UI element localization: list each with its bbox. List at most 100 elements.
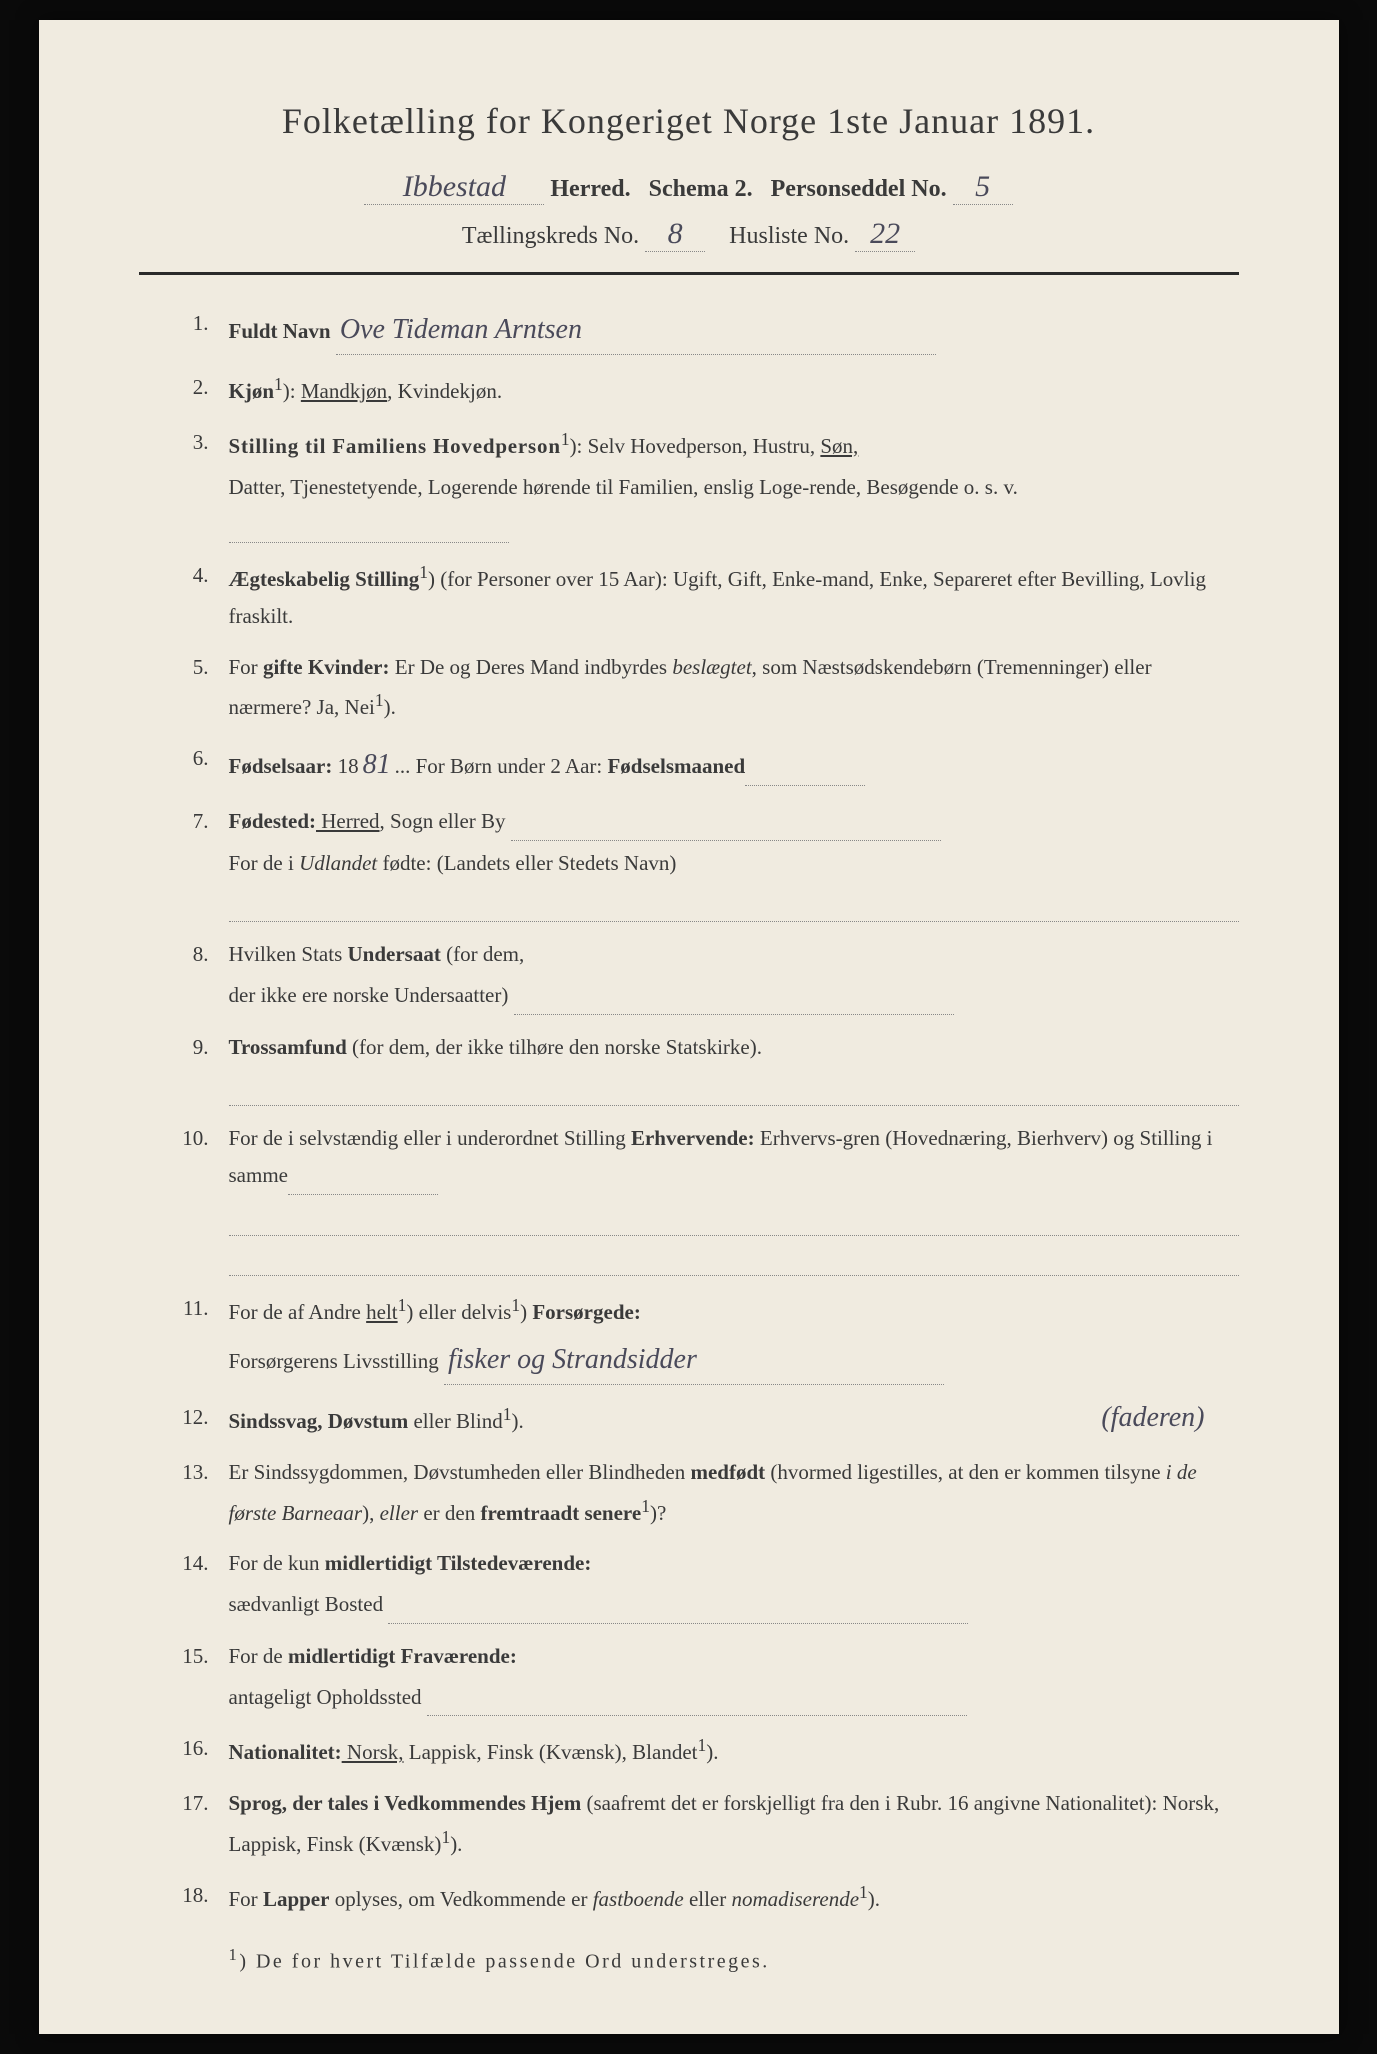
item-5: 5. For gifte Kvinder: Er De og Deres Man… — [169, 649, 1239, 727]
opt-helt: helt — [366, 1300, 398, 1324]
text: ) eller delvis — [406, 1300, 511, 1324]
label: Trossamfund — [229, 1035, 347, 1059]
text: , Sogn eller By — [380, 809, 506, 833]
text: (for dem, der ikke tilhøre den norske St… — [347, 1035, 762, 1059]
item-2: 2. Kjøn1): Mandkjøn, Kvindekjøn. — [169, 369, 1239, 410]
label: Undersaat — [348, 942, 441, 966]
text: ). — [868, 1887, 880, 1911]
text: )? — [650, 1501, 666, 1525]
text: For de kun — [229, 1551, 325, 1575]
sup: 1 — [859, 1882, 868, 1902]
label: Erhvervende: — [631, 1126, 755, 1150]
cont: antageligt Opholdssted — [229, 1679, 1239, 1717]
text: For de i — [229, 851, 300, 875]
em: nomadiserende — [732, 1887, 860, 1911]
personseddel-label: Personseddel No. — [771, 176, 947, 202]
text: For de i selvstændig eller i underordnet… — [229, 1126, 631, 1150]
item-num: 2. — [169, 369, 229, 410]
item-3: 3. Stilling til Familiens Hovedperson1):… — [169, 424, 1239, 543]
item-num: 13. — [169, 1454, 229, 1532]
opt-son: Søn, — [820, 434, 858, 458]
item-body: For gifte Kvinder: Er De og Deres Mand i… — [229, 649, 1239, 727]
herred-label: Herred. — [550, 176, 630, 202]
text: der ikke ere norske Undersaatter) — [229, 983, 509, 1007]
cont: Datter, Tjenestetyende, Logerende hørend… — [229, 469, 1239, 544]
item-body: Sprog, der tales i Vedkommendes Hjem (sa… — [229, 1785, 1239, 1863]
opt-mandkjon: Mandkjøn — [301, 379, 387, 403]
em: eller — [380, 1501, 418, 1525]
opt-kvindekjon: Kvindekjøn. — [398, 379, 502, 403]
label: Sprog, der tales i Vedkommendes Hjem — [229, 1791, 582, 1815]
opt-norsk: Norsk, — [342, 1740, 404, 1764]
sup: 1 — [419, 562, 428, 582]
livsstilling-value: fisker og Strandsidder — [444, 1344, 701, 1375]
item-num: 12. — [169, 1399, 229, 1440]
opt-herred: Herred — [316, 809, 380, 833]
footnote-text: ) De for hvert Tilfælde passende Ord und… — [239, 1951, 769, 1973]
item-num: 14. — [169, 1545, 229, 1624]
item-body: Trossamfund (for dem, der ikke tilhøre d… — [229, 1029, 1239, 1107]
text: Er Sindssygdommen, Døvstumheden eller Bl… — [229, 1460, 691, 1484]
item-12: 12. Sindssvag, Døvstum eller Blind1). (f… — [169, 1399, 1239, 1440]
item-num: 4. — [169, 557, 229, 635]
em: beslægtet — [672, 655, 751, 679]
text: For de — [229, 1644, 289, 1668]
item-num: 7. — [169, 803, 229, 922]
item-num: 18. — [169, 1877, 229, 1918]
item-body: For de af Andre helt1) eller delvis1) Fo… — [229, 1290, 1239, 1385]
text: For — [229, 1887, 263, 1911]
label2: Fødselsmaaned — [607, 754, 745, 778]
text: eller — [684, 1887, 732, 1911]
item-body: For de midlertidigt Fraværende: antageli… — [229, 1638, 1239, 1717]
item-17: 17. Sprog, der tales i Vedkommendes Hjem… — [169, 1785, 1239, 1863]
label: Fødselsaar: — [229, 754, 333, 778]
item-body: Hvilken Stats Undersaat (for dem, der ik… — [229, 936, 1239, 1015]
text: Forsørgerens Livsstilling — [229, 1349, 439, 1373]
husliste-value: 22 — [855, 217, 915, 252]
item-num: 11. — [169, 1290, 229, 1385]
item-num: 8. — [169, 936, 229, 1015]
label: Stilling til Familiens Hovedperson — [229, 434, 561, 458]
cont: Forsørgerens Livsstilling fisker og Stra… — [229, 1335, 1239, 1385]
footnote: 1) De for hvert Tilfælde passende Ord un… — [139, 1945, 1239, 1974]
schema-label: Schema 2. — [649, 176, 753, 202]
sup: 1 — [375, 690, 384, 710]
cont: der ikke ere norske Undersaatter) — [229, 977, 1239, 1015]
prefix: 18 — [332, 754, 358, 778]
item-num: 6. — [169, 740, 229, 789]
text: ). — [384, 695, 396, 719]
sup: 1 — [641, 1496, 650, 1516]
text: Lappisk, Finsk (Kvænsk), Blandet — [404, 1740, 698, 1764]
item-4: 4. Ægteskabelig Stilling1) (for Personer… — [169, 557, 1239, 635]
label: medfødt — [690, 1460, 765, 1484]
item-8: 8. Hvilken Stats Undersaat (for dem, der… — [169, 936, 1239, 1015]
item-16: 16. Nationalitet: Norsk, Lappisk, Finsk … — [169, 1730, 1239, 1771]
item-body: Nationalitet: Norsk, Lappisk, Finsk (Kvæ… — [229, 1730, 1239, 1771]
text: Er De og Deres Mand indbyrdes — [390, 655, 673, 679]
item-num: 1. — [169, 305, 229, 355]
item-7: 7. Fødested: Herred, Sogn eller By For d… — [169, 803, 1239, 922]
item-body: Sindssvag, Døvstum eller Blind1). (fader… — [229, 1399, 1239, 1440]
label: midlertidigt Fraværende: — [288, 1644, 517, 1668]
kreds-label: Tællingskreds No. — [462, 223, 639, 249]
item-15: 15. For de midlertidigt Fraværende: anta… — [169, 1638, 1239, 1717]
text: antageligt Opholdssted — [229, 1685, 422, 1709]
label: Lapper — [263, 1887, 330, 1911]
label: Forsørgede: — [532, 1300, 640, 1324]
cont-line — [229, 1070, 1239, 1107]
name-value: Ove Tideman Arntsen — [336, 314, 586, 345]
husliste-label: Husliste No. — [729, 223, 849, 249]
header-line-2: Tællingskreds No. 8 Husliste No. 22 — [139, 217, 1239, 252]
divider — [139, 272, 1239, 275]
text: ... For Børn under 2 Aar: — [395, 754, 608, 778]
label: Ægteskabelig Stilling — [229, 567, 420, 591]
cont-line — [229, 886, 1239, 923]
item-body: For de i selvstændig eller i underordnet… — [229, 1120, 1239, 1276]
label: Nationalitet: — [229, 1740, 342, 1764]
text: sædvanligt Bosted — [229, 1592, 384, 1616]
sup: 1 — [274, 374, 283, 394]
label: gifte Kvinder: — [263, 655, 390, 679]
label2: fremtraadt senere — [480, 1501, 641, 1525]
text: eller Blind — [408, 1409, 502, 1433]
sup: 1 — [441, 1827, 450, 1847]
